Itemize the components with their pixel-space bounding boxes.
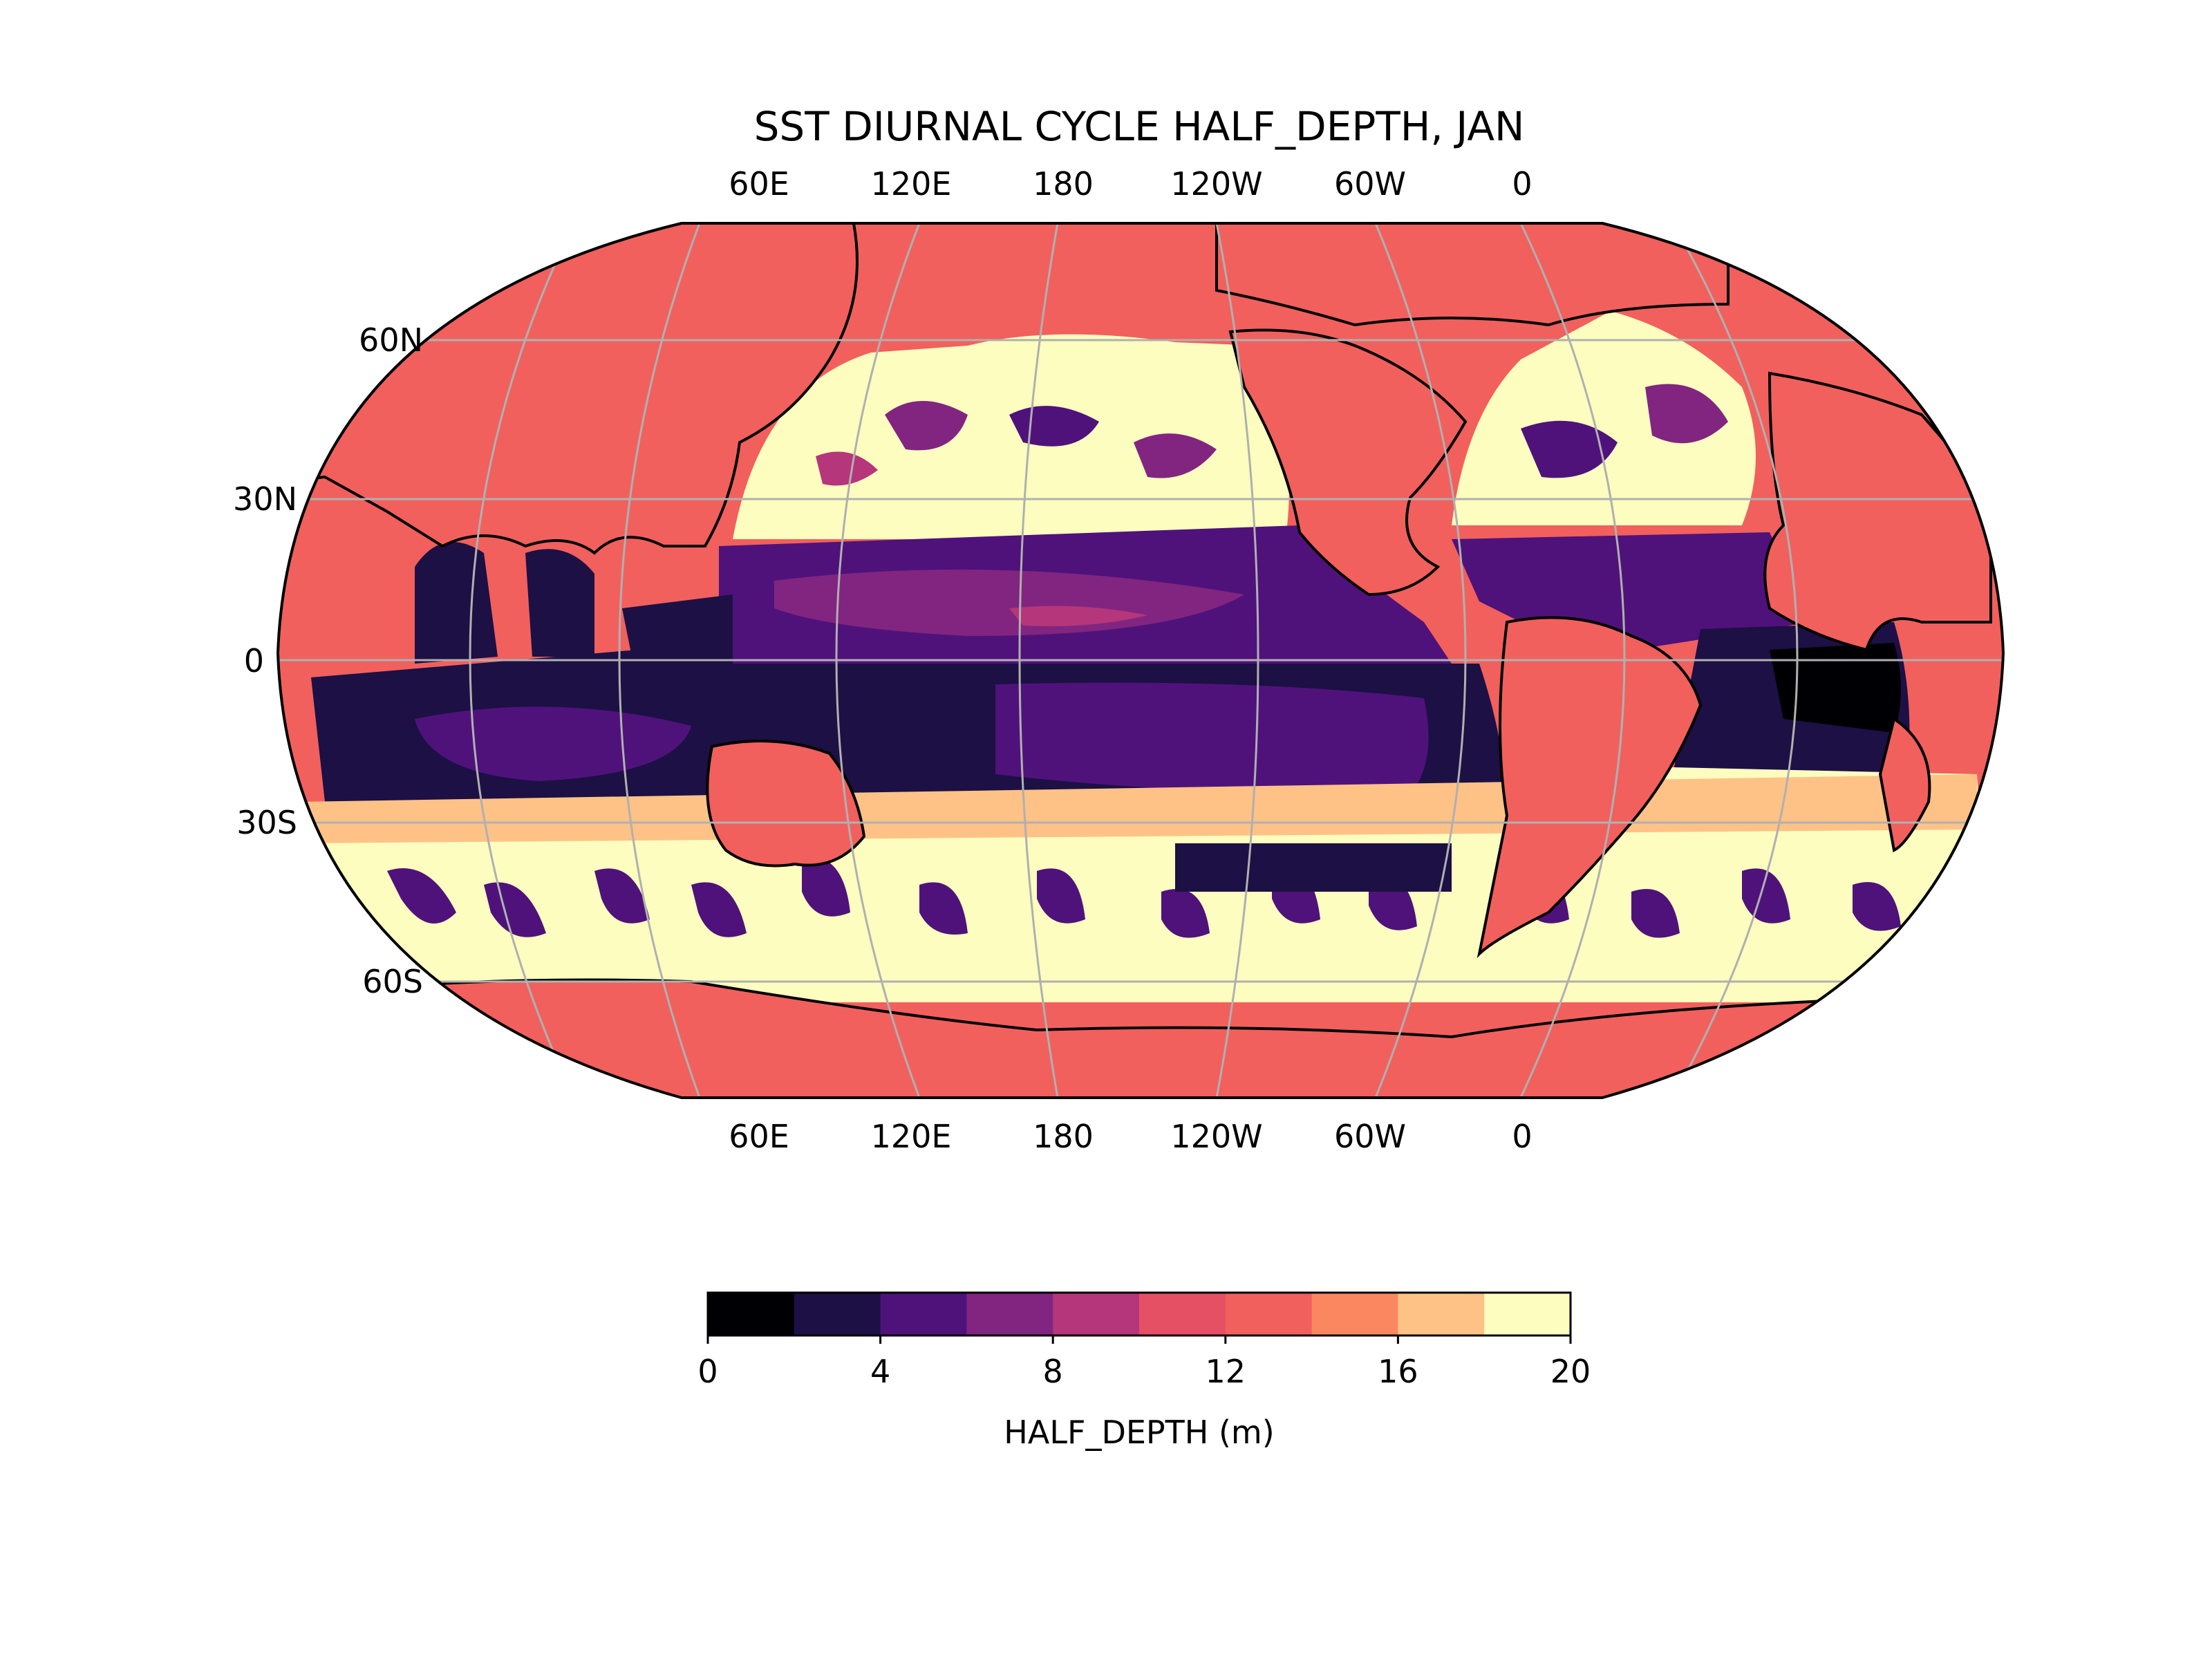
latitude-labels: 60N 30N 0 30S 60S xyxy=(233,321,423,1000)
colorbar-tick-label: 4 xyxy=(870,1353,890,1390)
antarctica xyxy=(289,978,1992,1098)
north-pacific-patch xyxy=(1134,433,1217,478)
top-lon-label: 180 xyxy=(1033,165,1094,203)
north-pacific-patch xyxy=(816,451,878,486)
lon-line xyxy=(835,223,921,1098)
colorbar-segment xyxy=(794,1293,881,1335)
lon-line xyxy=(618,223,701,1098)
pacific-south-band xyxy=(995,682,1429,795)
colorbar-segment xyxy=(1225,1293,1313,1335)
colorbar-segment xyxy=(1398,1293,1485,1335)
map-frame xyxy=(276,222,2005,1099)
colorbar-segment xyxy=(1053,1293,1140,1335)
top-lon-label: 120W xyxy=(1170,165,1262,203)
south-america xyxy=(1477,616,1703,959)
bottom-lon-label: 120E xyxy=(871,1118,952,1155)
colorbar-segment xyxy=(880,1293,967,1335)
top-longitude-labels: 60E 120E 180 120W 60W 0 xyxy=(729,165,1532,203)
north-atlantic-light xyxy=(1452,311,1756,525)
map-title: SST DIURNAL CYCLE HALF_DEPTH, JAN xyxy=(754,103,1525,150)
atlantic-equatorial-black xyxy=(1770,643,1901,733)
top-lon-label: 60W xyxy=(1334,165,1406,203)
lat-label: 30S xyxy=(236,804,297,841)
bay-of-bengal xyxy=(525,549,594,657)
bottom-longitude-labels: 60E 120E 180 120W 60W 0 xyxy=(729,1118,1532,1155)
lat-label: 60S xyxy=(362,963,423,1000)
europe-africa xyxy=(1763,371,1992,652)
lon-line xyxy=(1215,223,1259,1098)
north-pacific-light xyxy=(733,334,1289,539)
top-lon-label: 60E xyxy=(729,165,789,203)
colorbar-segment xyxy=(966,1293,1053,1335)
arabian-sea xyxy=(415,542,498,664)
top-lon-label: 120E xyxy=(871,165,952,203)
lat-label: 30N xyxy=(233,480,297,518)
colorbar-label: HALF_DEPTH (m) xyxy=(1004,1414,1274,1451)
colorbar-tick-label: 20 xyxy=(1550,1353,1591,1390)
colorbar-tick-label: 12 xyxy=(1206,1353,1246,1390)
bottom-lon-label: 0 xyxy=(1512,1118,1532,1155)
maritime-continent xyxy=(622,594,733,677)
colorbar-tick-label: 8 xyxy=(1043,1353,1063,1390)
lon-line xyxy=(1374,223,1467,1098)
colorbar-frame xyxy=(706,1291,1572,1337)
colorbar-segment xyxy=(708,1293,795,1335)
arctic-land xyxy=(1215,223,1730,327)
colorbar-tick-label: 0 xyxy=(697,1353,718,1390)
top-lon-label: 0 xyxy=(1512,165,1532,203)
lat-label: 0 xyxy=(244,642,264,679)
graticule xyxy=(278,223,2003,1098)
north-america xyxy=(1228,328,1468,597)
bottom-lon-label: 60E xyxy=(729,1118,789,1155)
colorbar-segment xyxy=(1311,1293,1398,1335)
colorbar-segment xyxy=(1139,1293,1226,1335)
africa-south xyxy=(1878,716,1931,852)
north-pacific-patch xyxy=(885,401,968,451)
lon-line xyxy=(1519,223,1626,1098)
colorbar-segment xyxy=(1484,1293,1571,1335)
bottom-lon-label: 120W xyxy=(1170,1118,1262,1155)
lat-label: 60N xyxy=(359,321,423,359)
lon-line xyxy=(469,223,575,1098)
pacific-equatorial-hot xyxy=(1009,606,1147,626)
australia xyxy=(706,740,866,868)
colorbar-ticks: 0 4 8 12 16 20 xyxy=(697,1335,1591,1390)
bottom-lon-label: 60W xyxy=(1334,1118,1406,1155)
colorbar xyxy=(706,1291,1572,1337)
north-atlantic-patch xyxy=(1645,384,1728,444)
lon-line xyxy=(1018,223,1059,1098)
bottom-lon-label: 180 xyxy=(1033,1118,1094,1155)
north-atlantic-patch xyxy=(1521,420,1618,478)
colorbar-tick-label: 16 xyxy=(1378,1353,1418,1390)
map-area xyxy=(278,223,2003,1098)
southern-ocean-streaks xyxy=(387,843,1901,938)
lon-line xyxy=(1671,223,1799,1098)
